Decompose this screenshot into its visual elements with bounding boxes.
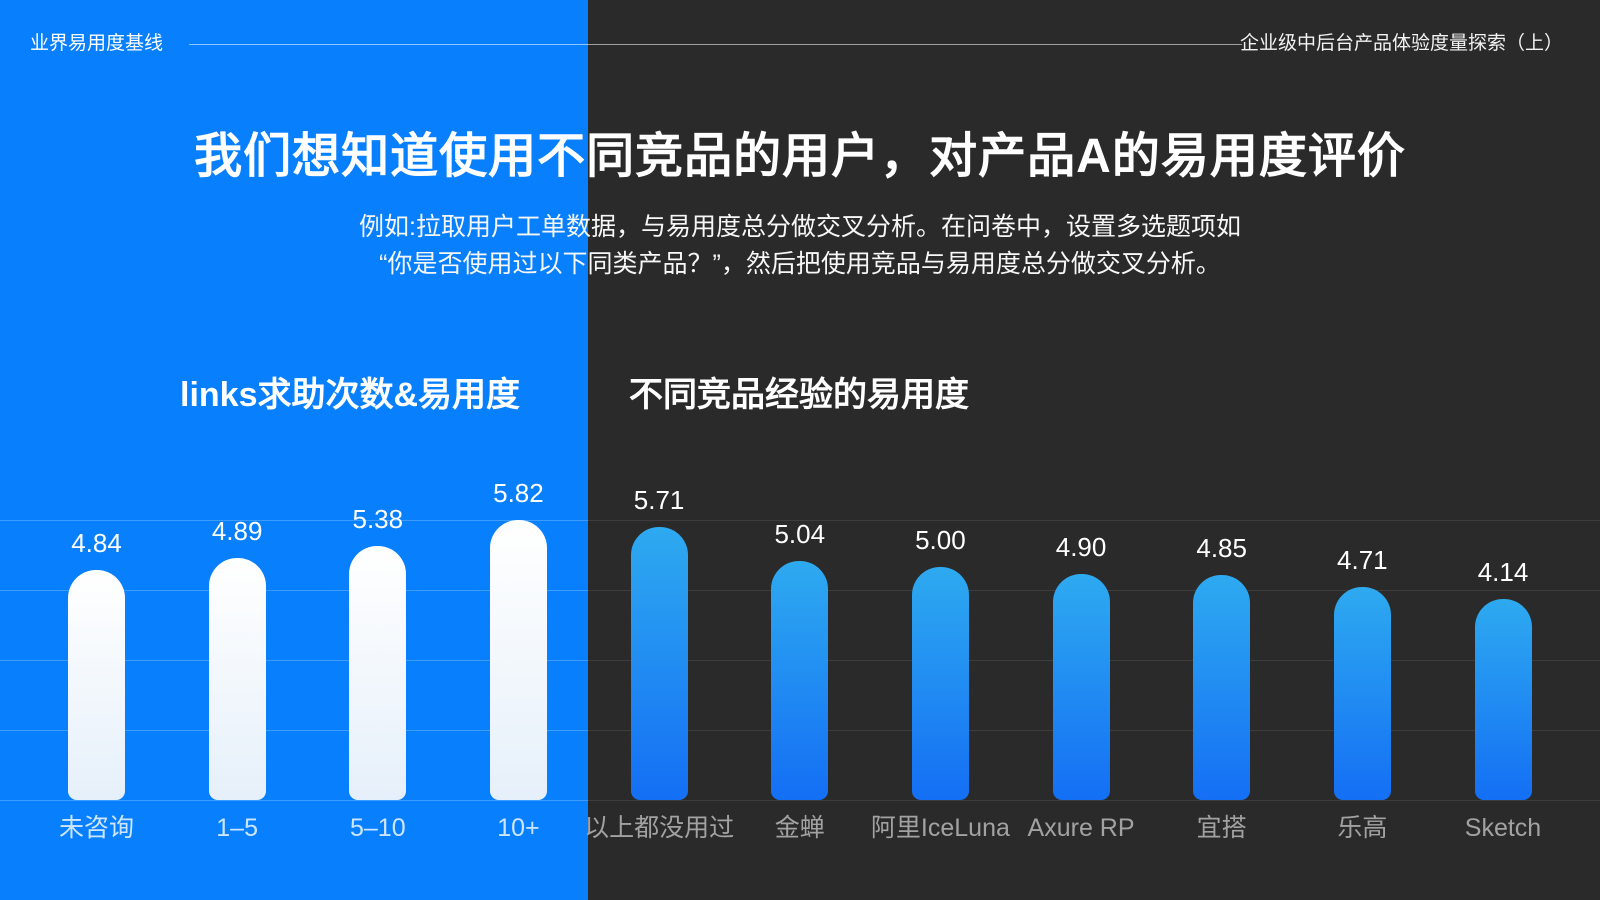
bar-category-label: 1–5: [216, 814, 258, 842]
bar-value-label: 4.90: [1055, 532, 1107, 562]
page-title: 我们想知道使用不同竞品的用户，对产品A的易用度评价: [194, 130, 1406, 183]
bar: [630, 527, 688, 800]
bar-category-label: 乐高: [1337, 814, 1388, 842]
subtitle-line-2: “你是否使用过以下同类产品？”，然后把使用竞品与易用度总分做交叉分析。: [379, 250, 1221, 278]
bar-value-label: 4.14: [1477, 557, 1529, 587]
bar: [1052, 574, 1110, 800]
subtitle-line-1: 例如:拉取用户工单数据，与易用度总分做交叉分析。在问卷中，设置多选题项如: [359, 213, 1241, 241]
right-chart-title: 不同竞品经验的易用度: [629, 376, 969, 414]
bar: [489, 520, 547, 800]
bar-value-label: 5.71: [633, 485, 685, 515]
gridline: [0, 800, 1600, 801]
left-chart-title: links求助次数&易用度: [180, 376, 521, 414]
bar-category-label: 5–10: [349, 814, 406, 842]
bar: [208, 558, 266, 800]
bar-category-label: 阿里IceLuna: [870, 814, 1010, 842]
bar-category-label: 金蝉: [774, 814, 825, 842]
bar-value-label: 4.89: [211, 516, 263, 546]
bar: [1333, 587, 1391, 800]
bar: [349, 546, 407, 800]
bar-category-label: 宜搭: [1196, 814, 1247, 842]
header-divider-line: [189, 44, 1242, 45]
bar-category-label: Axure RP: [1027, 814, 1135, 842]
bar-value-label: 5.04: [774, 519, 826, 549]
bar-category-label: 未咨询: [58, 814, 134, 842]
bar: [68, 570, 125, 800]
bar: [1193, 575, 1251, 800]
header-section-label: 业界易用度基线: [30, 33, 164, 54]
bar-category-label: 10+: [497, 814, 540, 842]
bar-value-label: 5.38: [352, 504, 404, 534]
bar: [911, 567, 969, 800]
bar-value-label: 5.00: [915, 525, 966, 555]
bar: [1474, 599, 1532, 800]
bar-value-label: 4.85: [1196, 533, 1247, 563]
bar-value-label: 4.84: [71, 528, 122, 558]
bar: [771, 561, 829, 800]
bar-category-label: Sketch: [1464, 814, 1542, 842]
bar-value-label: 5.82: [493, 478, 544, 508]
bar-category-label: 以上都没用过: [584, 814, 735, 842]
bar-value-label: 4.71: [1337, 545, 1388, 575]
gridline: [0, 520, 1600, 521]
header-deck-title: 企业级中后台产品体验度量探索（上）: [1239, 33, 1563, 54]
